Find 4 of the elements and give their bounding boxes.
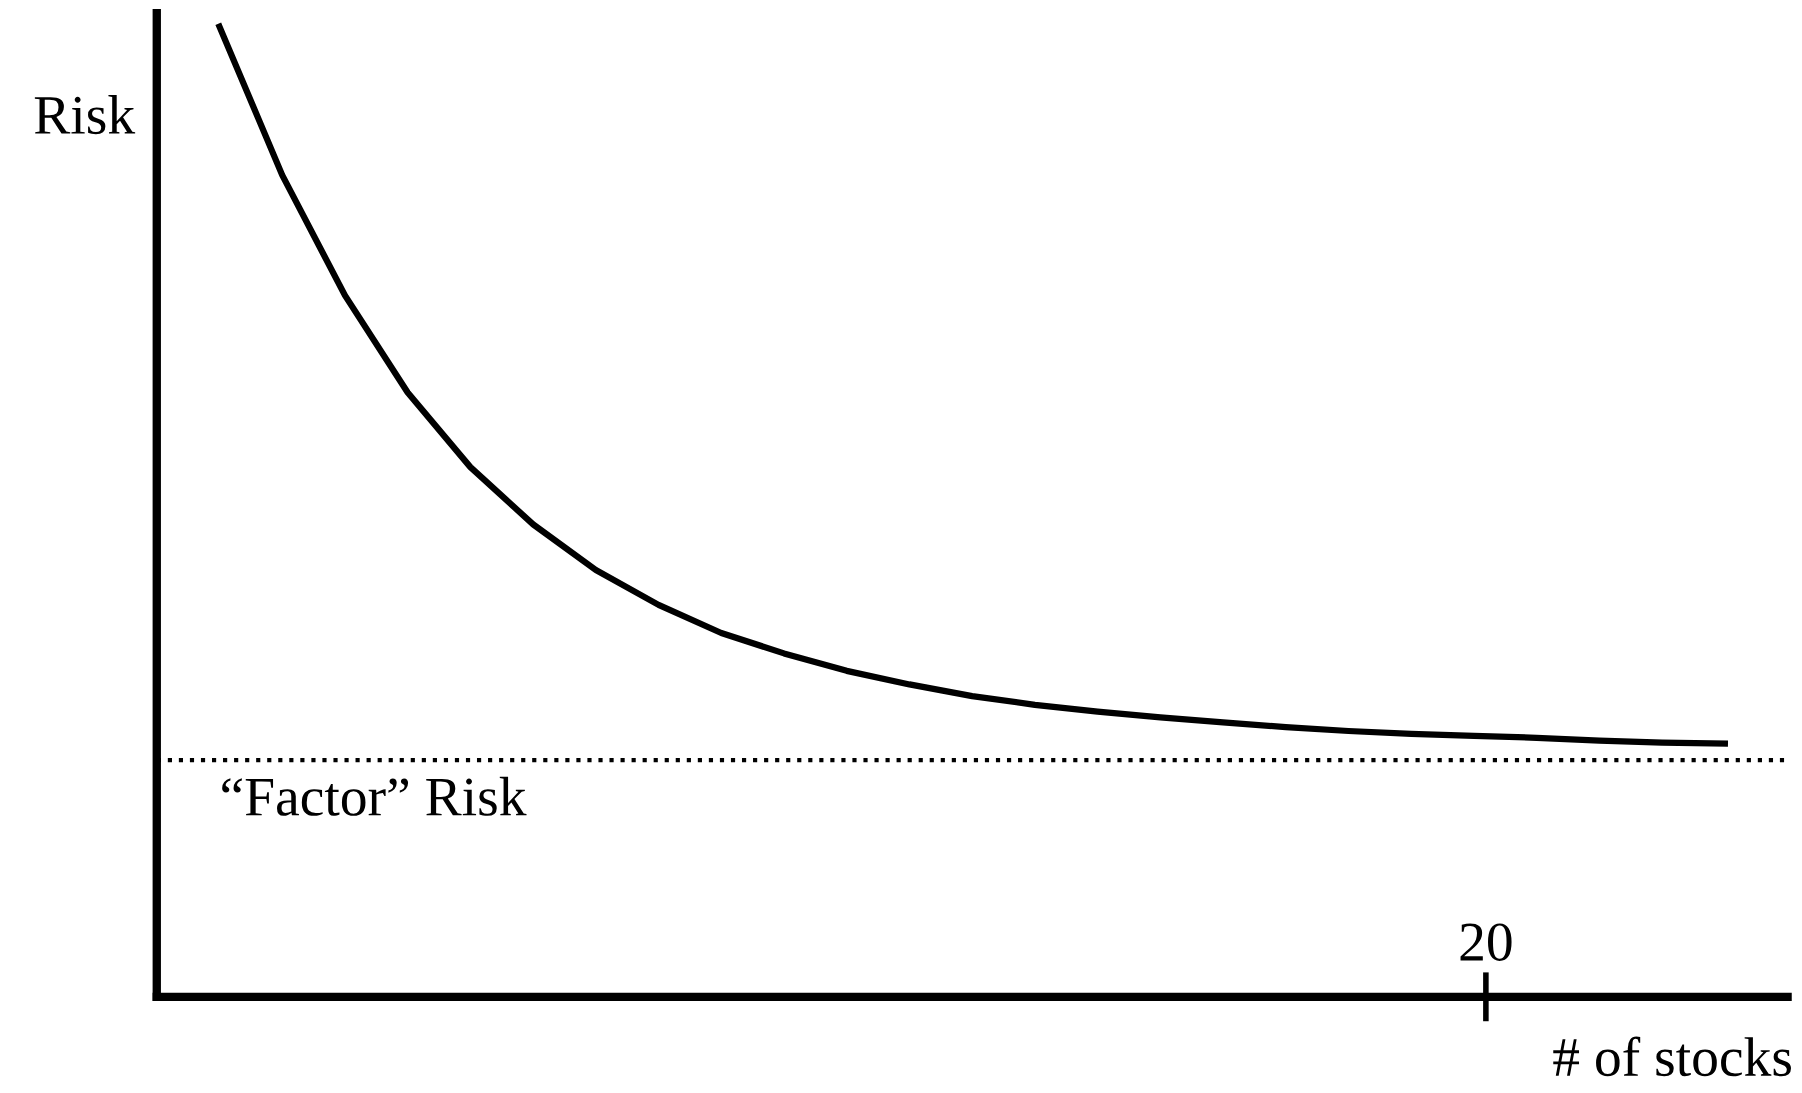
ref-line-label: “Factor” Risk [222,776,527,816]
y-axis-title: Risk [34,95,136,135]
x-axis-title: # of stocks [1553,1036,1791,1077]
annotation: 20 [1460,923,1512,961]
